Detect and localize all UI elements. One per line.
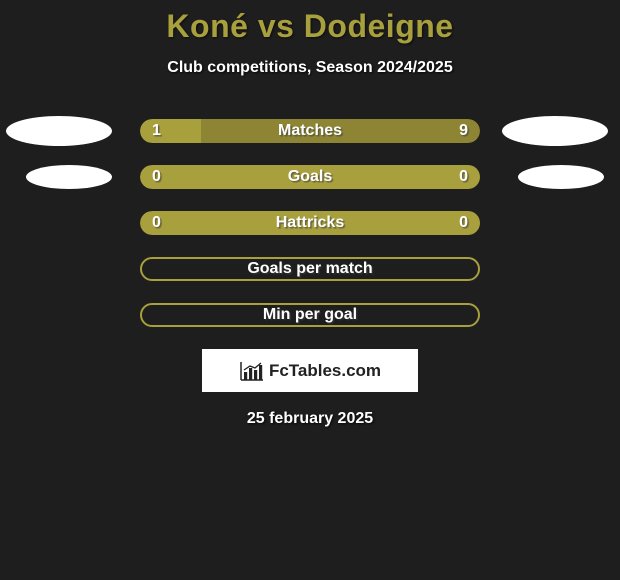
stat-left-value: 0 — [152, 214, 161, 232]
logo-text: FcTables.com — [269, 361, 381, 381]
stat-bar: Min per goal — [140, 303, 480, 327]
stat-left-value: 1 — [152, 122, 161, 140]
stat-left-value: 0 — [152, 168, 161, 186]
stat-label: Goals per match — [247, 260, 372, 278]
stat-row: 0 Hattricks 0 — [0, 211, 620, 235]
comparison-card: Koné vs Dodeigne Club competitions, Seas… — [0, 0, 620, 428]
stat-label: Goals — [288, 168, 332, 186]
player-right-avatar — [502, 116, 608, 146]
bar-fill-left — [140, 119, 201, 143]
stat-row: Min per goal — [0, 303, 620, 327]
stat-row: Goals per match — [0, 257, 620, 281]
stat-right-value: 0 — [459, 168, 468, 186]
player-left-avatar — [26, 165, 112, 189]
page-title: Koné vs Dodeigne — [0, 8, 620, 45]
subtitle: Club competitions, Season 2024/2025 — [0, 59, 620, 77]
stat-label: Hattricks — [276, 214, 344, 232]
stat-bar: 1 Matches 9 — [140, 119, 480, 143]
player-right-avatar — [518, 165, 604, 189]
stat-bar: 0 Goals 0 — [140, 165, 480, 189]
player-left-avatar — [6, 116, 112, 146]
stat-label: Min per goal — [263, 306, 357, 324]
stat-rows: 1 Matches 9 0 Goals 0 0 Hattricks 0 Goals per mat… — [0, 119, 620, 327]
stat-bar: 0 Hattricks 0 — [140, 211, 480, 235]
logo-box[interactable]: FcTables.com — [202, 349, 418, 392]
stat-right-value: 0 — [459, 214, 468, 232]
date-line: 25 february 2025 — [0, 410, 620, 428]
stat-row: 1 Matches 9 — [0, 119, 620, 143]
stat-right-value: 9 — [459, 122, 468, 140]
stat-bar: Goals per match — [140, 257, 480, 281]
stat-row: 0 Goals 0 — [0, 165, 620, 189]
bar-chart-icon — [239, 360, 265, 382]
stat-label: Matches — [278, 122, 342, 140]
logo-inner: FcTables.com — [239, 360, 381, 382]
